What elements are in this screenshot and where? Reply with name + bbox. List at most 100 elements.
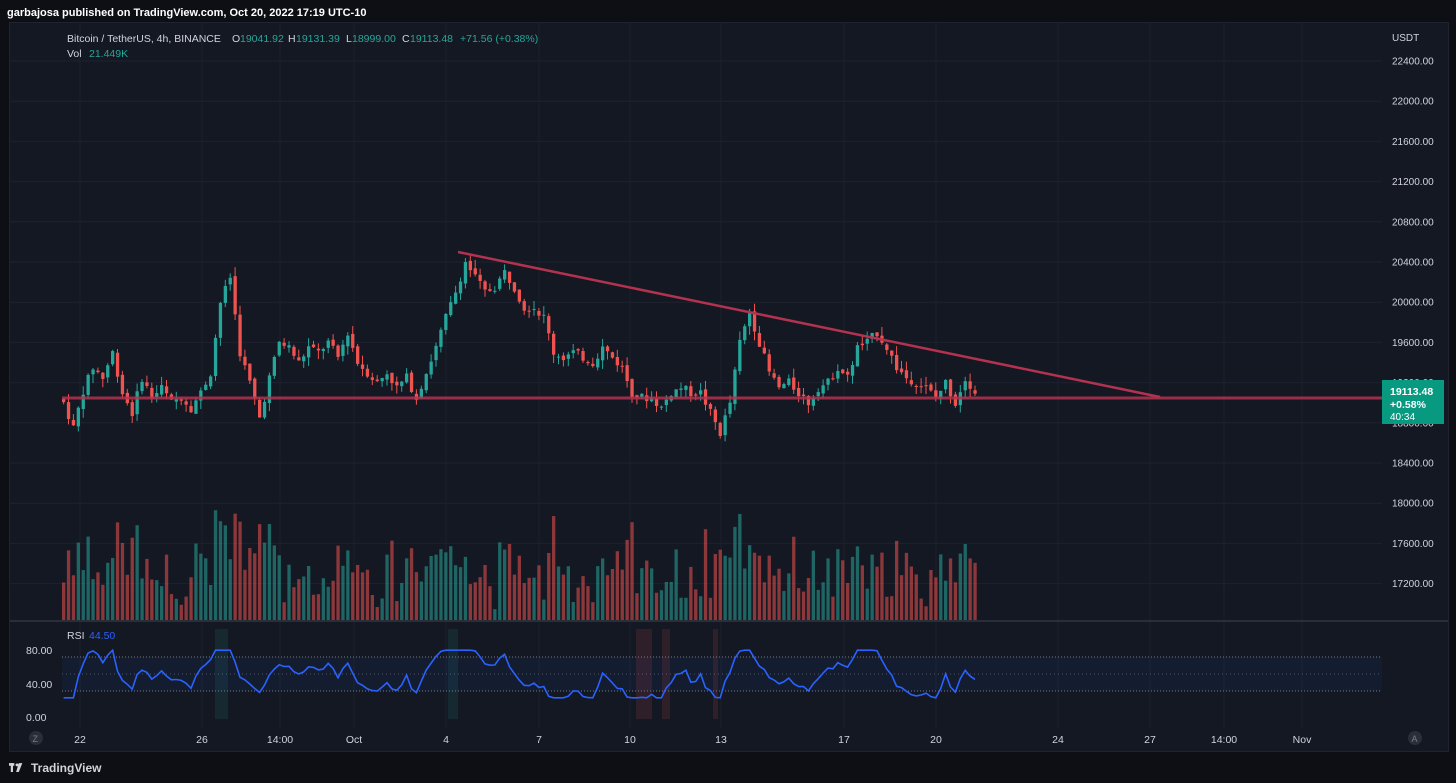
candle-body [130,402,134,417]
volume-bar [120,542,125,621]
candle-body [635,395,639,398]
candle-body [895,355,899,371]
time-axis[interactable]: 22 26 14:00 Oct 4 7 10 13 17 20 24 27 14:00 Nov [74,734,1312,746]
candle-body [571,350,575,354]
volume-bar [875,566,879,621]
candle-body [919,386,923,388]
time-tick: 10 [624,734,636,746]
volume-bar [297,579,301,621]
volume-bar [66,550,71,621]
volume-bar [708,597,713,621]
volume-bar [659,590,664,621]
volume-bar [826,558,830,621]
volume-bar [816,589,820,621]
volume-bar [390,540,394,621]
close-label: C [402,33,410,45]
last-price: 19113.48 [1390,386,1433,398]
volume-bar [904,552,909,621]
volume-bar [375,607,379,621]
price-tick: 22400.00 [1392,57,1434,68]
time-tick: 24 [1052,734,1064,746]
volume-bar [194,543,198,621]
candle-body [297,357,301,361]
volume-bar [787,573,791,621]
chart-svg[interactable]: Bitcoin / TetherUS, 4h, BINANCE O 19041.… [10,23,1448,751]
time-tick: 4 [443,734,449,746]
volume-bar [507,543,512,621]
volume-bar [645,560,649,621]
volume-bar [944,580,948,621]
volume-bar [439,549,443,621]
candle-body [81,394,85,409]
bar-countdown: 40:34 [1390,412,1415,423]
time-tick: 17 [838,734,850,746]
candle-body [542,314,546,316]
candle-body [694,394,698,396]
candle-body [209,376,213,387]
volume-bar [664,581,668,621]
candle-body [189,405,193,413]
candle-body [238,314,242,357]
volume-bar [223,525,227,621]
candle-body [752,311,757,332]
volume-bar [610,568,615,621]
candle-body [792,377,796,390]
price-tick: 18000.00 [1392,499,1434,510]
volume-bar [468,584,472,621]
volume-bar [282,602,286,621]
volume-bar [953,582,958,621]
chart-panel[interactable]: Bitcoin / TetherUS, 4h, BINANCE O 19041.… [9,22,1449,752]
candle-body [507,271,512,283]
auto-scale-button[interactable]: A [1408,731,1422,745]
rsi-zone-highlight [636,629,652,719]
candle-body [561,355,566,361]
volume-bar [713,554,717,621]
volume-bar [91,579,95,621]
rsi-pane[interactable]: RSI 44.50 80.00 40.00 0.00 [26,629,1382,724]
candle-body [973,390,977,394]
volume-bar [503,549,507,621]
volume-bar [757,555,762,621]
candle-body [218,302,223,338]
volume-bar [552,516,556,621]
price-tick: 22000.00 [1392,97,1434,108]
candle-body [346,335,350,347]
volume-bar [321,578,325,621]
volume-bar [248,548,252,621]
high-label: H [288,33,296,45]
candle-body [875,332,879,337]
candle-body [944,379,948,390]
volume-bar [752,552,757,621]
descending-trendline[interactable] [457,250,1161,399]
candle-body [253,378,257,399]
volume-bar [537,565,541,621]
volume-bar [517,555,521,621]
volume-bar [336,545,340,621]
volume-bar [370,594,374,621]
time-tick: 14:00 [267,734,293,746]
volume-bar [331,580,335,621]
candle-body [409,372,414,393]
candle-body [689,386,693,397]
candle-body [522,301,526,311]
volume-bar [267,524,272,621]
volume-bar [454,565,458,621]
volume-bar [919,598,923,621]
candle-body [968,381,972,389]
candle-body [924,385,928,387]
candle-body [836,370,840,379]
volume-bar [625,539,629,621]
volume-bar [792,536,796,621]
time-tick: 7 [536,734,542,746]
time-tick: 20 [930,734,942,746]
volume-bar [400,582,404,621]
volume-bar [718,549,722,621]
zoom-button[interactable]: Z [29,731,43,745]
candle-body [860,343,864,346]
volume-bar [512,574,517,621]
volume-bar [213,510,218,621]
volume-bar [650,568,654,621]
candle-body [184,401,188,405]
time-tick: Oct [346,734,362,746]
volume-bar [899,575,904,621]
